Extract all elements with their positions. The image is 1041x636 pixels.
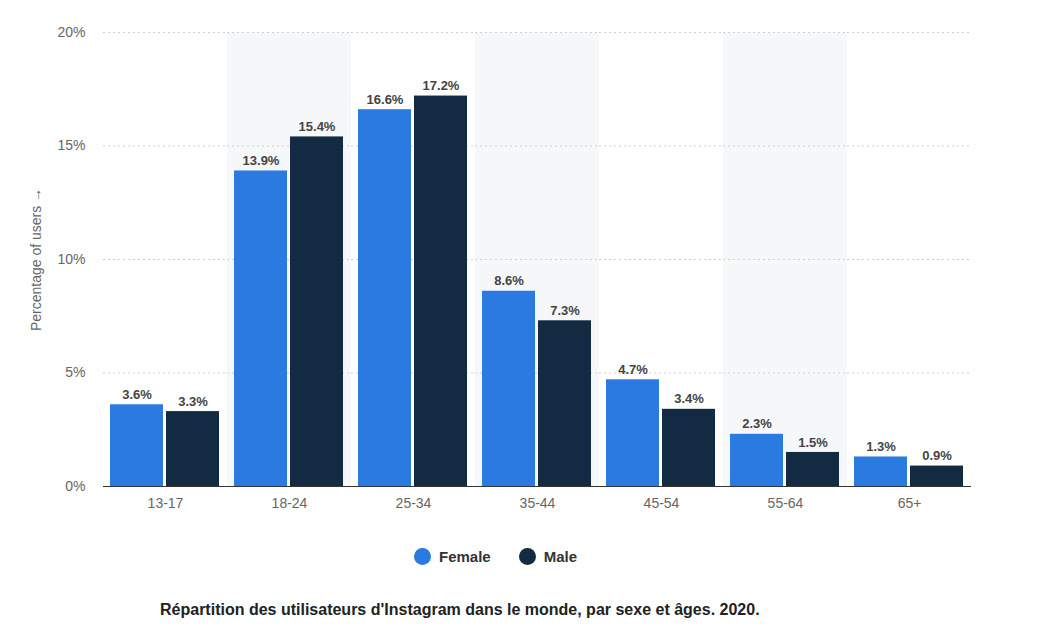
svg-text:1.3%: 1.3%	[866, 439, 896, 454]
svg-text:3.6%: 3.6%	[122, 387, 152, 402]
svg-text:15%: 15%	[57, 137, 85, 153]
svg-text:65+: 65+	[898, 495, 922, 511]
svg-text:10%: 10%	[57, 251, 85, 267]
svg-text:25-34: 25-34	[396, 495, 432, 511]
svg-text:3.4%: 3.4%	[674, 391, 704, 406]
svg-text:5%: 5%	[65, 364, 85, 380]
html-text:Male: Male	[543, 548, 577, 565]
html-text:Female: Female	[439, 548, 491, 565]
svg-text:8.6%: 8.6%	[494, 273, 524, 288]
svg-text:16.6%: 16.6%	[367, 92, 404, 107]
svg-text:35-44: 35-44	[520, 495, 556, 511]
svg-text:13-17: 13-17	[148, 495, 184, 511]
svg-text:17.2%: 17.2%	[423, 78, 460, 93]
svg-text:0%: 0%	[65, 478, 85, 494]
svg-text:13.9%: 13.9%	[243, 153, 280, 168]
svg-text:Percentage of users →: Percentage of users →	[28, 188, 44, 331]
html-text:Répartition des utilisateurs d: Répartition des utilisateurs d'Instagram…	[160, 601, 760, 618]
svg-text:3.3%: 3.3%	[178, 394, 208, 409]
svg-text:2.3%: 2.3%	[742, 416, 772, 431]
svg-text:55-64: 55-64	[768, 495, 804, 511]
svg-text:7.3%: 7.3%	[550, 303, 580, 318]
svg-text:15.4%: 15.4%	[299, 119, 336, 134]
svg-text:0.9%: 0.9%	[922, 448, 952, 463]
svg-text:20%: 20%	[57, 24, 85, 40]
svg-text:4.7%: 4.7%	[618, 362, 648, 377]
svg-text:45-54: 45-54	[644, 495, 680, 511]
svg-text:1.5%: 1.5%	[798, 435, 828, 450]
svg-text:18-24: 18-24	[272, 495, 308, 511]
